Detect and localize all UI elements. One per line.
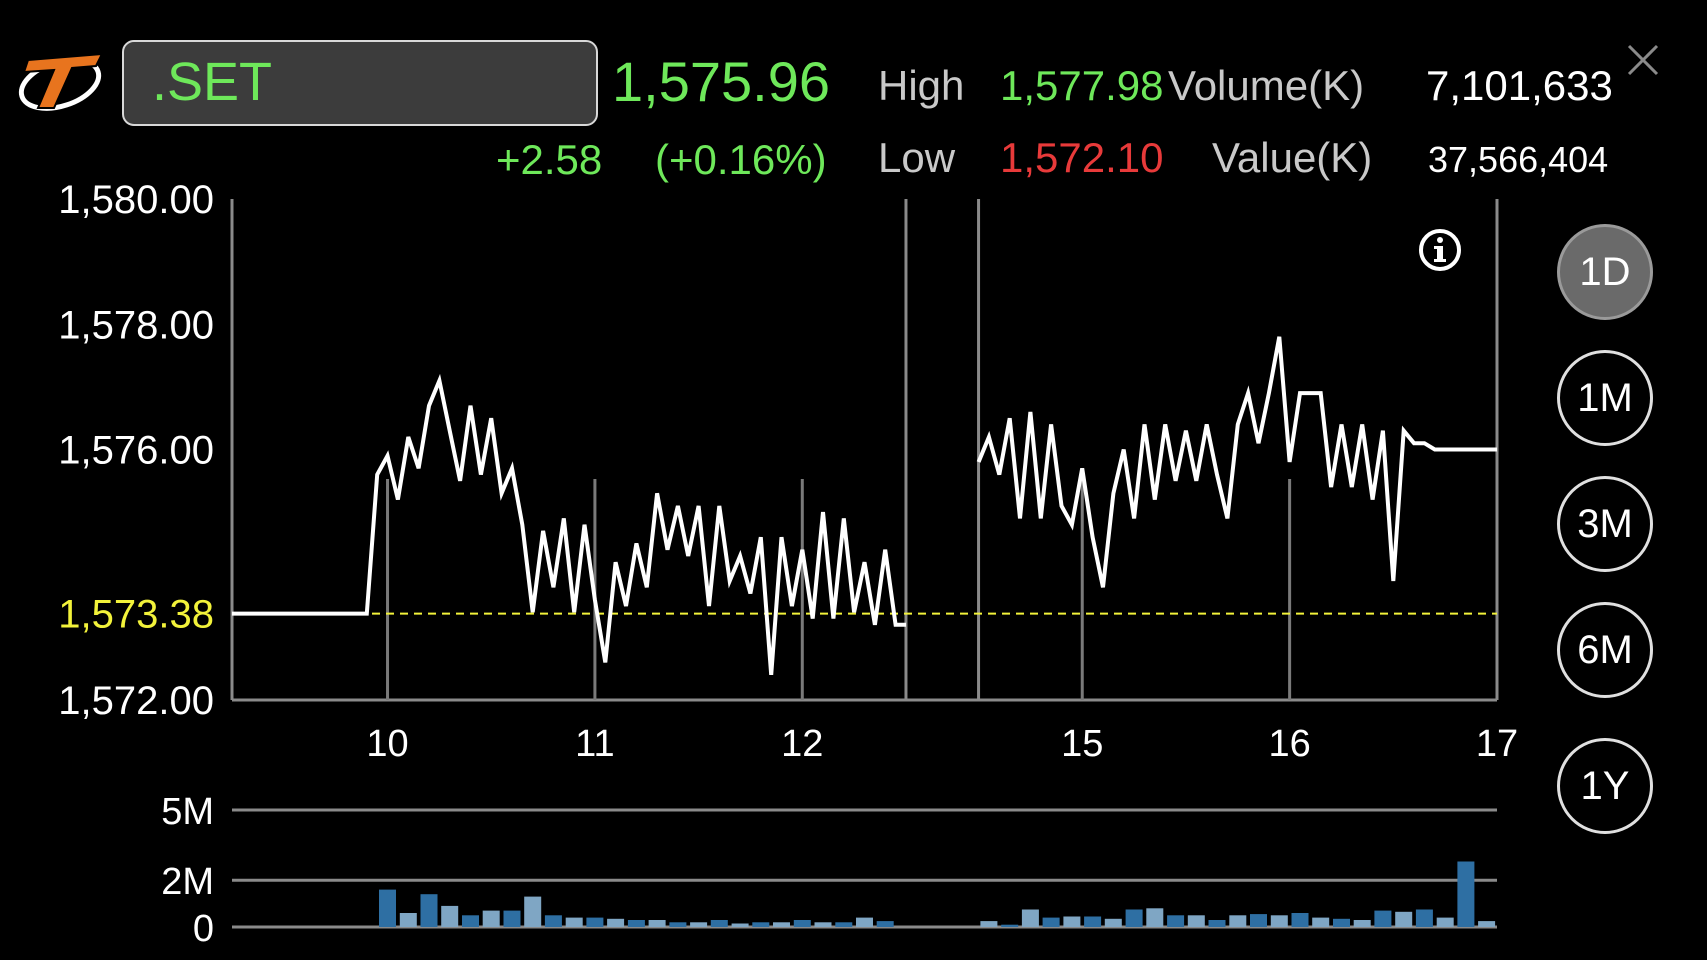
value-value: 37,566,404 bbox=[1428, 139, 1609, 180]
volume-bar bbox=[669, 922, 687, 927]
volume-bar bbox=[1021, 909, 1039, 927]
volume-label: Volume(K) bbox=[1168, 62, 1365, 109]
x-tick-label: 16 bbox=[1268, 723, 1310, 765]
volume-bar bbox=[1208, 920, 1226, 927]
volume-bar bbox=[773, 922, 790, 927]
period-6m-button[interactable]: 6M bbox=[1557, 602, 1653, 698]
volume-bar bbox=[627, 920, 645, 927]
high-value: 1,577.98 bbox=[1000, 62, 1164, 109]
volume-bar bbox=[1042, 917, 1060, 927]
x-tick-label: 11 bbox=[575, 723, 614, 765]
reference-label: 1,573.38 bbox=[58, 593, 214, 637]
period-1m-button[interactable]: 1M bbox=[1557, 350, 1653, 446]
volume-bar bbox=[586, 917, 604, 927]
close-icon[interactable] bbox=[1623, 40, 1663, 80]
high-label: High bbox=[878, 62, 965, 109]
x-tick-label: 17 bbox=[1476, 723, 1518, 765]
volume-bar bbox=[544, 915, 562, 927]
y-tick-label: 1,576.00 bbox=[58, 429, 214, 473]
volume-y-tick-label: 0 bbox=[193, 908, 214, 950]
volume-bar bbox=[482, 910, 500, 927]
price-line-series bbox=[976, 336, 1497, 588]
volume-bar bbox=[420, 894, 438, 927]
volume-bar bbox=[1333, 918, 1350, 927]
volume-bar bbox=[1146, 908, 1164, 927]
volume-bar bbox=[1104, 918, 1122, 927]
x-tick-label: 12 bbox=[781, 723, 823, 765]
volume-bar bbox=[1125, 909, 1143, 927]
volume-bar bbox=[462, 915, 479, 927]
x-tick-label: 15 bbox=[1061, 723, 1103, 765]
volume-bar bbox=[980, 921, 998, 927]
volume-bar bbox=[1374, 910, 1392, 927]
volume-bar bbox=[503, 910, 521, 927]
y-tick-label: 1,580.00 bbox=[58, 178, 214, 222]
period-3m-button[interactable]: 3M bbox=[1557, 476, 1653, 572]
period-1d-button[interactable]: 1D bbox=[1557, 224, 1653, 320]
app-logo-icon bbox=[18, 52, 104, 111]
volume-value: 7,101,633 bbox=[1426, 62, 1613, 109]
volume-bar bbox=[1415, 909, 1433, 927]
volume-bar bbox=[1312, 917, 1330, 927]
volume-bar bbox=[1229, 915, 1247, 927]
volume-bar bbox=[441, 905, 459, 927]
volume-bar bbox=[524, 896, 542, 927]
price-change-percent: (+0.16%) bbox=[655, 136, 827, 183]
low-value: 1,572.10 bbox=[1000, 134, 1164, 181]
volume-bar bbox=[1436, 917, 1454, 927]
x-tick-label: 10 bbox=[366, 723, 408, 765]
volume-bar bbox=[648, 920, 666, 927]
volume-y-tick-label: 2M bbox=[161, 861, 214, 903]
volume-bar bbox=[1063, 916, 1081, 927]
volume-bar bbox=[731, 923, 749, 927]
price-change: +2.58 bbox=[496, 136, 603, 183]
volume-bar bbox=[793, 920, 811, 927]
symbol-input[interactable]: .SET bbox=[122, 40, 598, 126]
volume-bar bbox=[565, 917, 583, 927]
volume-bar bbox=[1250, 914, 1267, 927]
volume-bar bbox=[752, 922, 770, 927]
volume-bar bbox=[690, 922, 708, 927]
volume-bar bbox=[399, 913, 417, 927]
volume-bar bbox=[835, 922, 853, 927]
period-1y-button[interactable]: 1Y bbox=[1557, 738, 1653, 834]
volume-bar bbox=[814, 922, 832, 927]
y-tick-label: 1,578.00 bbox=[58, 303, 214, 347]
volume-bar bbox=[1001, 924, 1019, 927]
volume-bar bbox=[1167, 915, 1185, 927]
info-icon[interactable] bbox=[1416, 226, 1464, 274]
volume-bar bbox=[1353, 920, 1371, 927]
volume-y-tick-label: 5M bbox=[161, 791, 214, 833]
volume-bar bbox=[1187, 915, 1205, 927]
volume-bar bbox=[1395, 911, 1413, 927]
volume-bar bbox=[1457, 861, 1475, 927]
y-tick-label: 1,572.00 bbox=[58, 679, 214, 723]
volume-bar bbox=[1084, 916, 1102, 927]
price-line-series bbox=[232, 373, 906, 676]
volume-bar bbox=[876, 921, 894, 927]
value-label: Value(K) bbox=[1212, 134, 1373, 181]
low-label: Low bbox=[878, 134, 956, 181]
volume-bar bbox=[1270, 915, 1288, 927]
volume-bar bbox=[710, 920, 728, 927]
volume-bar bbox=[1478, 921, 1496, 927]
volume-bar bbox=[1291, 913, 1309, 927]
volume-bar bbox=[379, 889, 396, 927]
last-price: 1,575.96 bbox=[612, 50, 830, 113]
volume-bar bbox=[607, 918, 625, 927]
volume-bar bbox=[856, 917, 873, 927]
